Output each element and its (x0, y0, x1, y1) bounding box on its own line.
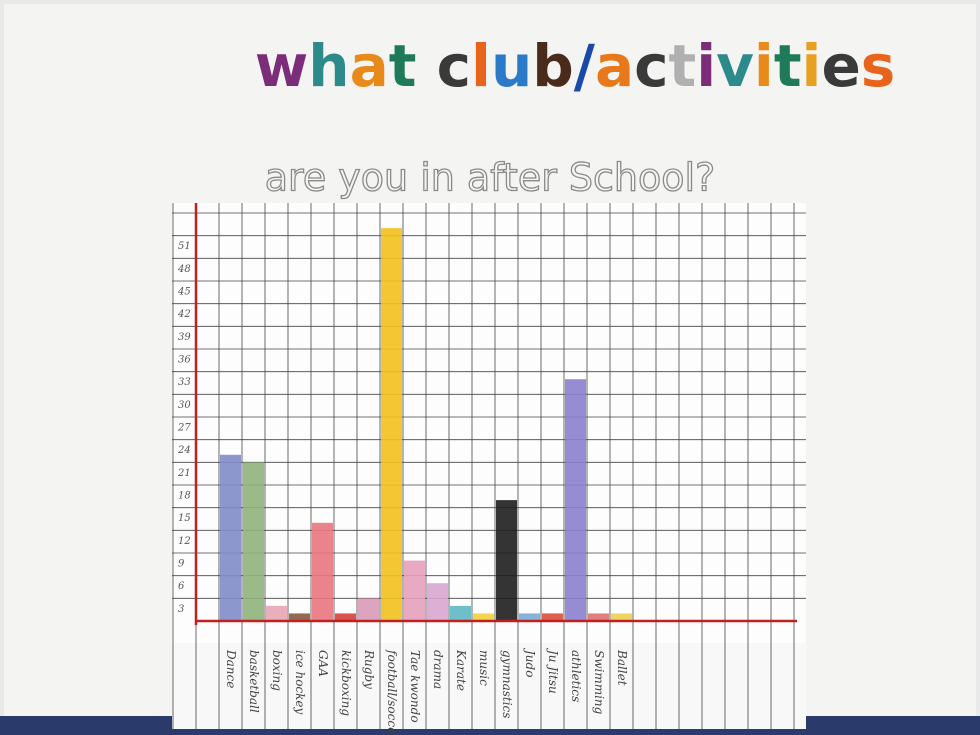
bar (312, 522, 333, 621)
bar (289, 613, 310, 621)
bar (611, 613, 632, 621)
bar (542, 613, 563, 621)
y-tick-label: 48 (177, 264, 191, 275)
y-tick-label: 45 (177, 287, 191, 298)
x-tick-label: football/soccer (385, 649, 399, 735)
bar (404, 560, 425, 621)
y-tick-label: 33 (178, 377, 191, 388)
x-tick-label: Ballet (615, 649, 629, 686)
y-tick-label: 39 (178, 332, 191, 343)
x-tick-label: drama (431, 650, 445, 689)
chart-title: what club/activities (255, 32, 896, 100)
x-tick-label: Swimming (592, 650, 606, 715)
bar (588, 613, 609, 621)
x-tick-label: gymnastics (500, 650, 514, 718)
x-tick-label: athletics (569, 650, 583, 702)
x-tick-label: Ju Jitsu (546, 647, 560, 694)
bar (381, 228, 402, 621)
y-tick-label: 3 (178, 604, 184, 615)
x-tick-label: basketball (247, 650, 261, 713)
y-tick-label: 30 (178, 400, 191, 411)
y-tick-label: 24 (177, 445, 191, 456)
x-tick-label: kickboxing (339, 650, 353, 716)
x-tick-label: boxing (270, 650, 284, 691)
chart-subtitle: are you in after School? (265, 156, 715, 200)
bar (565, 379, 586, 621)
title-group: what club/activities are you in after Sc… (255, 32, 896, 200)
x-tick-label: Tae kwondo (408, 650, 422, 723)
x-tick-label: music (477, 650, 491, 686)
x-tick-label: Judo (523, 647, 537, 677)
y-tick-label: 15 (178, 513, 191, 524)
bar (220, 454, 241, 621)
bar (243, 462, 264, 621)
y-tick-label: 51 (178, 241, 191, 252)
label-paper (172, 643, 806, 729)
bar (427, 583, 448, 621)
bar (473, 613, 494, 621)
bar (266, 605, 287, 621)
x-tick-label: GAA (316, 650, 330, 677)
y-tick-label: 42 (177, 309, 191, 320)
y-tick-label: 12 (178, 536, 191, 547)
y-tick-label: 36 (178, 355, 191, 366)
y-tick-label: 18 (178, 491, 191, 502)
bar (450, 605, 471, 621)
x-tick-label: Karate (454, 649, 468, 691)
bar (496, 500, 517, 621)
y-tick-label: 27 (177, 423, 191, 434)
y-tick-label: 9 (178, 559, 185, 570)
y-tick-label: 6 (178, 581, 185, 592)
x-tick-label: ice hockey (293, 650, 307, 715)
bar (358, 598, 379, 621)
bar (335, 613, 356, 621)
x-tick-label: Rugby (362, 649, 376, 689)
y-tick-label: 21 (177, 468, 191, 479)
bar (519, 613, 540, 621)
x-tick-label: Dance (224, 649, 238, 688)
grid-paper (172, 203, 806, 643)
